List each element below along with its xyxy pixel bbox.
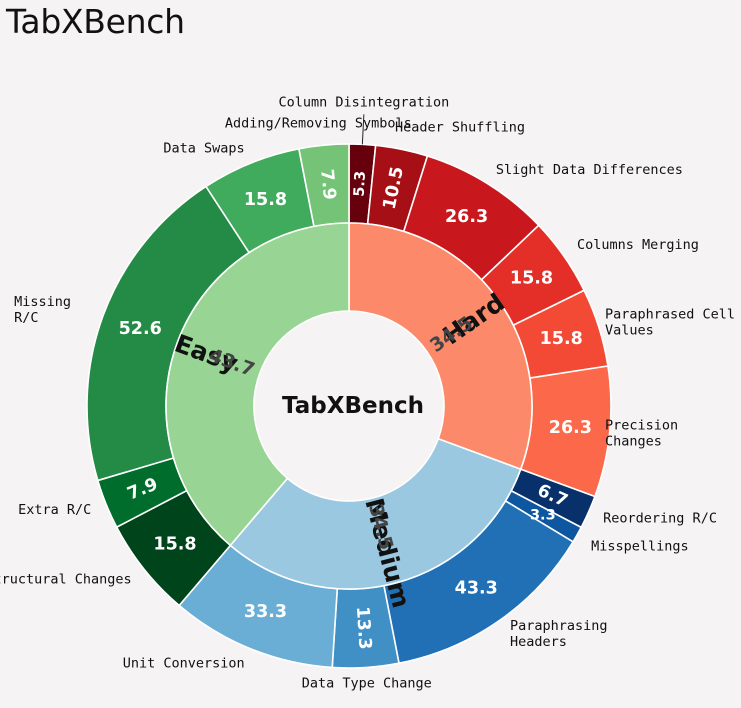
category-label-paraphrased-cell-values: Paraphrased Cell Values [605, 306, 735, 338]
outer-category-labels: Column Disintegration Header Shuffling Sli… [0, 94, 735, 691]
category-label-column-disintegration: Column Disintegration [279, 94, 450, 110]
category-label-slight-data-differences: Slight Data Differences [496, 162, 683, 178]
outer-value-labels: 5.3 10.526.315.815.826.36.73.343.313.333.… [119, 165, 592, 650]
category-label-data-swaps: Data Swaps [163, 140, 244, 156]
category-label-header-shuffling: Header Shuffling [395, 120, 525, 136]
value-label-data-swaps: 15.8 [244, 190, 287, 210]
value-label-column-disintegration: 5.3 [352, 171, 369, 197]
category-label-paraphrasing-headers: Paraphrasing Headers [510, 618, 608, 650]
value-label-unit-conversion: 33.3 [244, 602, 287, 622]
value-label-precision-changes: 26.3 [549, 418, 592, 438]
value-label-structural-changes: 15.8 [153, 535, 196, 555]
category-label-columns-merging: Columns Merging [577, 237, 699, 253]
category-label-misspellings: Misspellings [591, 539, 689, 555]
category-label-data-type-change: Data Type Change [302, 675, 432, 691]
value-label-adding-removing-symbols: 7.9 [316, 168, 339, 201]
value-label-misspellings: 3.3 [530, 507, 556, 523]
value-label-data-type-change: 13.3 [352, 606, 375, 650]
category-label-unit-conversion: Unit Conversion [123, 656, 245, 672]
value-label-missing-r-c: 52.6 [119, 319, 162, 339]
center-title: TabXBench [282, 393, 424, 419]
inner-wedge-easy [165, 222, 350, 547]
value-label-paraphrased-cell-values: 15.8 [540, 329, 583, 349]
page-title: TabXBench [6, 2, 185, 41]
leader-line-column-disintegration [361, 114, 365, 145]
category-label-precision-changes: Precision Changes [605, 418, 678, 450]
outer-ring [86, 143, 612, 669]
value-label-paraphrasing-headers: 43.3 [455, 579, 498, 599]
value-label-columns-merging: 15.8 [510, 269, 553, 289]
category-label-reordering-r-c: Reordering R/C [603, 511, 717, 527]
category-label-extra-r-c: Extra R/C [18, 502, 91, 518]
inner-wedge-hard [348, 222, 533, 471]
inner-wedge-medium [229, 437, 522, 590]
category-label-missing-r-c: Missing R/C [14, 294, 71, 326]
inner-ring [165, 222, 533, 590]
category-label-structural-changes: Structural Changes [0, 571, 132, 587]
category-label-adding-removing-symbols: Adding/Removing Symbols [225, 115, 412, 131]
value-label-slight-data-differences: 26.3 [445, 207, 488, 227]
